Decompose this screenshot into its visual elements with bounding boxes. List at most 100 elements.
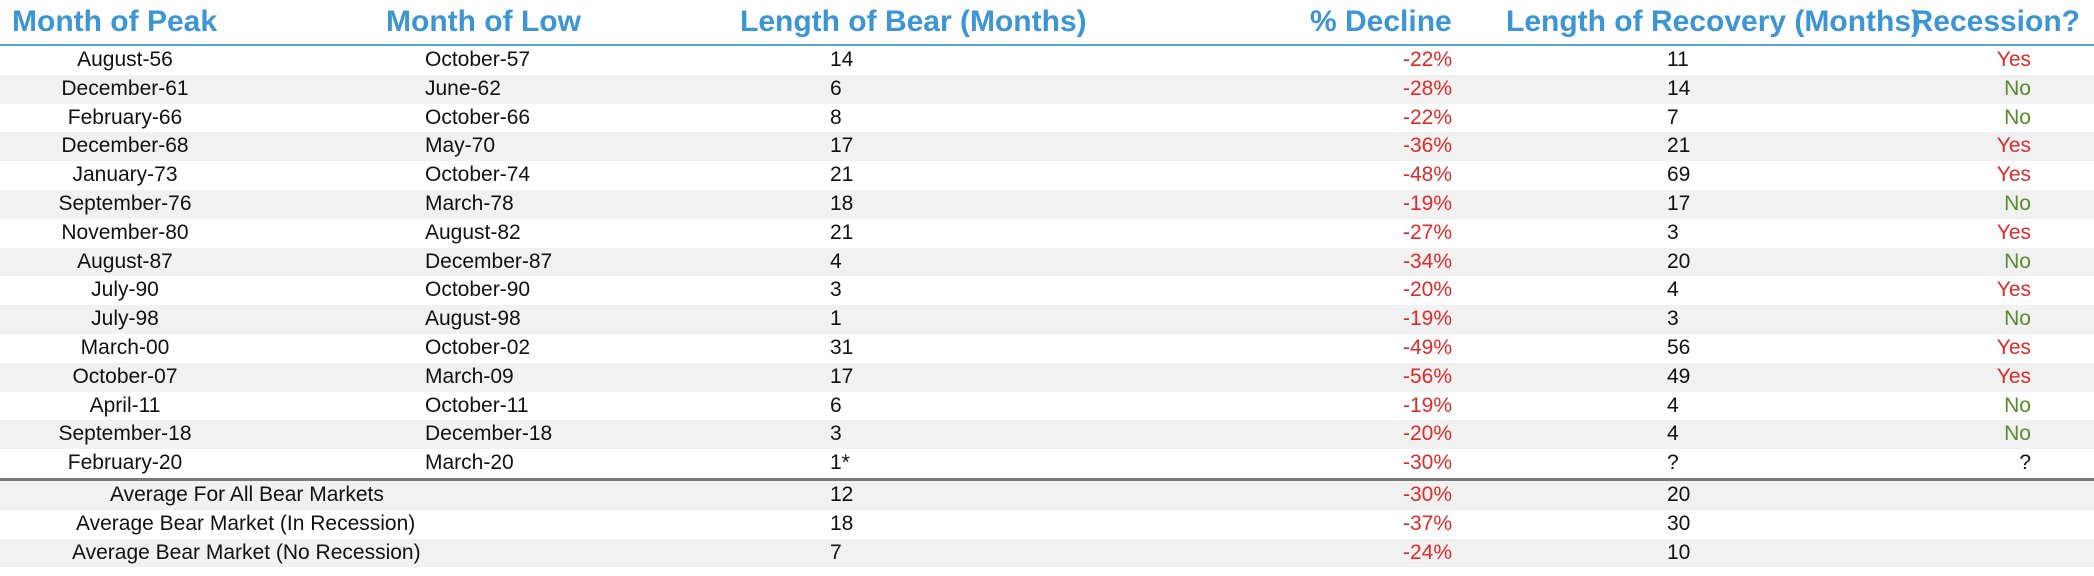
cell-month-of-peak: November-80	[0, 218, 250, 248]
cell-month-of-peak: February-20	[0, 449, 250, 480]
header-percent-decline: % Decline	[1090, 0, 1500, 46]
cell-length-of-recovery: 49	[1500, 362, 1864, 392]
cell-month-of-peak: August-56	[0, 45, 250, 75]
cell-month-of-peak: February-66	[0, 103, 250, 133]
table-row: March-00 October-02 31 -49% 56 Yes	[0, 333, 2094, 363]
average-row: Average Bear Market (In Recession) 18 -37%…	[0, 509, 2094, 539]
header-month-of-low: Month of Low	[250, 0, 740, 46]
cell-length-of-bear: 4	[740, 247, 1090, 277]
cell-month-of-peak: December-68	[0, 132, 250, 162]
cell-percent-decline: -48%	[1090, 161, 1500, 190]
table-row: September-76 March-78 18 -19% 17 No	[0, 189, 2094, 219]
cell-month-of-low: December-87	[250, 247, 740, 277]
cell-month-of-peak: January-73	[0, 161, 250, 190]
cell-recession: ?	[1864, 449, 2094, 480]
cell-length-of-bear: 3	[740, 276, 1090, 306]
cell-month-of-low: October-11	[250, 391, 740, 421]
cell-month-of-peak: October-07	[0, 362, 250, 392]
table-body: August-56 October-57 14 -22% 11 Yes December-6…	[0, 45, 2094, 568]
cell-percent-decline: -30%	[1090, 449, 1500, 480]
average-label-cell: Average Bear Market (No Recession)	[0, 538, 740, 568]
cell-percent-decline: -22%	[1090, 103, 1500, 133]
average-recession-empty	[1864, 538, 2094, 568]
cell-month-of-peak: July-98	[0, 305, 250, 334]
cell-length-of-bear: 1*	[740, 449, 1090, 480]
average-recession-empty	[1864, 509, 2094, 539]
cell-recession: No	[1864, 189, 2094, 219]
cell-length-of-bear: 21	[740, 161, 1090, 190]
cell-length-of-bear: 17	[740, 362, 1090, 392]
cell-percent-decline: -19%	[1090, 189, 1500, 219]
header-recession: Recession?	[1864, 0, 2094, 46]
cell-recession: No	[1864, 391, 2094, 421]
cell-recession: Yes	[1864, 132, 2094, 162]
average-percent-decline: -30%	[1090, 477, 1500, 510]
cell-month-of-low: October-02	[250, 333, 740, 363]
cell-length-of-recovery: 3	[1500, 218, 1864, 248]
table-row: August-87 December-87 4 -34% 20 No	[0, 247, 2094, 277]
average-label-cell: Average Bear Market (In Recession)	[0, 509, 740, 539]
cell-length-of-bear: 18	[740, 189, 1090, 219]
cell-month-of-peak: August-87	[0, 247, 250, 277]
cell-month-of-low: May-70	[250, 132, 740, 162]
header-length-of-bear: Length of Bear (Months)	[740, 0, 1090, 46]
average-length-of-recovery: 30	[1500, 509, 1864, 539]
cell-recession: Yes	[1864, 276, 2094, 306]
average-length-of-bear: 7	[740, 538, 1090, 568]
cell-percent-decline: -34%	[1090, 247, 1500, 277]
average-length-of-recovery: 20	[1500, 477, 1864, 510]
table-row: December-68 May-70 17 -36% 21 Yes	[0, 132, 2094, 162]
table-row: February-66 October-66 8 -22% 7 No	[0, 103, 2094, 133]
average-recession-empty	[1864, 477, 2094, 510]
average-length-of-bear: 18	[740, 509, 1090, 539]
cell-recession: No	[1864, 420, 2094, 450]
table-row: September-18 December-18 3 -20% 4 No	[0, 420, 2094, 450]
cell-month-of-low: June-62	[250, 74, 740, 104]
average-length-of-recovery: 10	[1500, 538, 1864, 568]
header-length-of-recovery: Length of Recovery (Months)	[1500, 0, 1921, 46]
average-percent-decline: -24%	[1090, 538, 1500, 568]
cell-length-of-recovery: 4	[1500, 276, 1864, 306]
cell-recession: Yes	[1864, 45, 2094, 75]
cell-month-of-low: October-90	[250, 276, 740, 306]
table-row: April-11 October-11 6 -19% 4 No	[0, 391, 2094, 421]
table-header: Month of Peak Month of Low Length of Bea…	[0, 0, 2094, 46]
cell-length-of-bear: 6	[740, 74, 1090, 104]
header-month-of-peak: Month of Peak	[0, 0, 250, 46]
average-percent-decline: -37%	[1090, 509, 1500, 539]
cell-month-of-peak: July-90	[0, 276, 250, 306]
cell-percent-decline: -28%	[1090, 74, 1500, 104]
average-label-cell: Average For All Bear Markets	[0, 477, 740, 510]
cell-recession: Yes	[1864, 362, 2094, 392]
cell-length-of-bear: 14	[740, 45, 1090, 75]
cell-month-of-low: August-98	[250, 305, 740, 334]
cell-month-of-low: August-82	[250, 218, 740, 248]
cell-month-of-peak: December-61	[0, 74, 250, 104]
cell-length-of-recovery: 20	[1500, 247, 1864, 277]
cell-length-of-bear: 21	[740, 218, 1090, 248]
cell-month-of-low: March-09	[250, 362, 740, 392]
cell-month-of-low: October-66	[250, 103, 740, 133]
cell-length-of-bear: 31	[740, 333, 1090, 363]
average-label: Average For All Bear Markets	[110, 482, 384, 506]
cell-month-of-low: March-78	[250, 189, 740, 219]
cell-recession: Yes	[1864, 218, 2094, 248]
cell-percent-decline: -19%	[1090, 305, 1500, 334]
cell-length-of-recovery: 4	[1500, 420, 1864, 450]
cell-length-of-recovery: 21	[1500, 132, 1864, 162]
average-length-of-bear: 12	[740, 477, 1090, 510]
cell-recession: No	[1864, 74, 2094, 104]
table-row: February-20 March-20 1* -30%??	[0, 449, 2094, 480]
average-row: Average Bear Market (No Recession) 7 -24% 1…	[0, 538, 2094, 568]
table-row: July-90 October-90 3 -20% 4 Yes	[0, 276, 2094, 306]
cell-recession: No	[1864, 103, 2094, 133]
cell-length-of-bear: 17	[740, 132, 1090, 162]
cell-month-of-peak: March-00	[0, 333, 250, 363]
cell-length-of-recovery: 69	[1500, 161, 1864, 190]
cell-length-of-bear: 3	[740, 420, 1090, 450]
cell-length-of-recovery: 14	[1500, 74, 1864, 104]
table-row: July-98 August-98 1 -19% 3 No	[0, 305, 2094, 334]
cell-month-of-low: October-57	[250, 45, 740, 75]
cell-length-of-recovery: 7	[1500, 103, 1864, 133]
